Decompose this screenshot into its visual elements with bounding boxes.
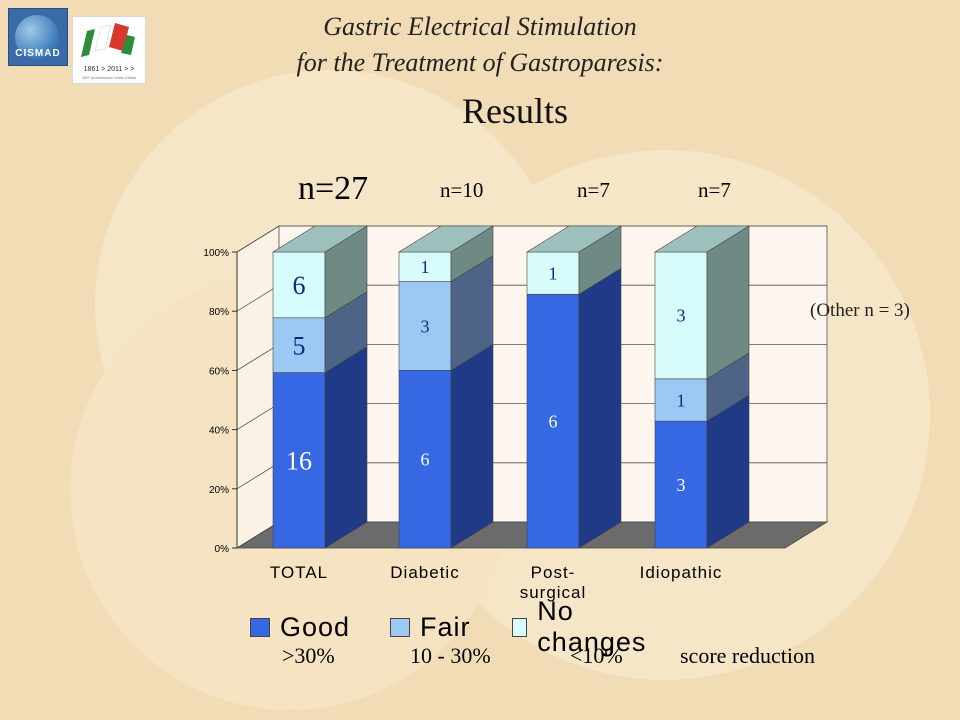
x-category-label: Idiopathic (640, 563, 723, 582)
y-tick-label: 40% (209, 426, 229, 437)
anniversary-caption: 1861 > 2011 > > (83, 66, 135, 73)
legend-label-good: Good (280, 611, 351, 642)
bar-side-good (578, 267, 622, 549)
data-label: 6 (293, 271, 306, 300)
bar-side-good (706, 394, 750, 549)
legend-item-fair: Fair (390, 612, 471, 642)
bar-top-no-changes (397, 225, 495, 253)
y-tick-label: 80% (209, 307, 229, 318)
legend-item-good: Good (250, 612, 350, 642)
data-label: 1 (677, 390, 686, 410)
x-category-label: surgical (520, 583, 587, 602)
legend-label-no-changes: No changes (537, 596, 647, 657)
bar-side-good (450, 343, 494, 549)
legend-swatch-fair (390, 617, 410, 637)
data-label: 3 (421, 316, 430, 336)
y-tick-label: 20% (209, 485, 229, 496)
data-label: 16 (286, 446, 312, 475)
sublabel-score-reduction: score reduction (680, 643, 815, 668)
legend-label-fair: Fair (420, 611, 471, 642)
legend-swatch-good (250, 617, 270, 637)
bar-segment-no-changes (654, 251, 708, 380)
bar-segment-good (526, 293, 580, 549)
title-line-1: Gastric Electrical Stimulation (323, 12, 637, 41)
data-label: 3 (677, 306, 686, 326)
page-title: Results (461, 91, 568, 131)
bar-top-no-changes (525, 225, 623, 253)
bar-segment-fair (272, 317, 326, 373)
data-label: 5 (293, 331, 306, 360)
y-tick-label: 0% (215, 544, 230, 555)
legend-swatch-no-changes (512, 617, 528, 637)
bar-side-good (324, 346, 368, 549)
bar-segment-fair (398, 281, 452, 371)
y-tick-label: 60% (209, 366, 229, 377)
data-label: 6 (421, 450, 430, 470)
n-label-postsurgical: n=7 (577, 178, 610, 202)
cismad-logo: CISMAD (8, 8, 68, 66)
bar-side-no-changes (706, 225, 750, 380)
data-label: 3 (677, 475, 686, 495)
n-label-diabetic: n=10 (440, 178, 484, 202)
data-label: 1 (549, 263, 558, 283)
bar-top-no-changes (653, 225, 751, 253)
italian-flag-icon (81, 23, 135, 57)
x-category-label: Diabetic (390, 563, 459, 582)
data-label: 1 (421, 257, 430, 277)
bar-segment-good (654, 420, 708, 549)
title-line-2: for the Treatment of Gastroparesis: (296, 48, 664, 77)
bar-segment-no-changes (398, 251, 452, 282)
anniversary-logo: 1861 > 2011 > > 150° anniversario Unità … (72, 16, 146, 84)
sublabel-fair: 10 - 30% (410, 643, 491, 668)
bar-segment-good (272, 372, 326, 549)
globe-icon (15, 15, 59, 59)
anniversary-subcaption: 150° anniversario Unità d'Italia (81, 75, 137, 80)
n-label-idiopathic: n=7 (698, 178, 731, 202)
x-category-label: Post- (531, 563, 576, 582)
other-note: (Other n = 3) (810, 300, 910, 321)
legend-item-no-changes: No changes (512, 596, 651, 657)
data-label: 6 (549, 411, 558, 431)
sublabel-no-changes: <10% (570, 643, 623, 668)
n-label-total: n=27 (298, 170, 369, 207)
bar-segment-good (398, 370, 452, 549)
bar-segment-no-changes (272, 251, 326, 319)
cismad-logo-text: CISMAD (15, 48, 61, 59)
x-category-label: TOTAL (270, 563, 328, 582)
sublabel-good: >30% (282, 643, 335, 668)
y-tick-label: 100% (203, 248, 229, 259)
bar-top-no-changes (271, 225, 369, 253)
gridline (236, 225, 827, 253)
